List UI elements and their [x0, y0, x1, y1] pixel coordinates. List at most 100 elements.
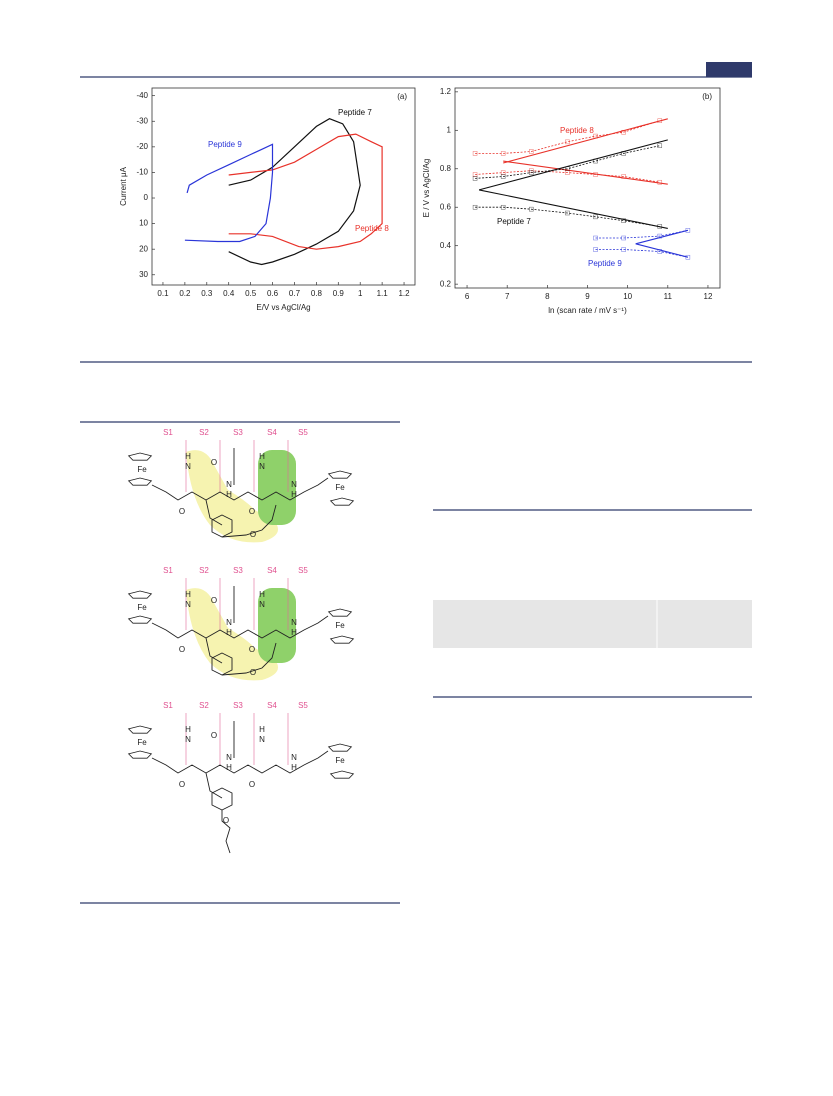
cyclopentadienyl — [127, 750, 153, 759]
data-point — [529, 149, 534, 154]
atom-label: Fe — [137, 465, 147, 474]
y-tick-label: 30 — [139, 270, 148, 279]
x-tick-label: 0.6 — [267, 289, 279, 298]
header-box — [706, 62, 752, 77]
data-point — [472, 204, 478, 210]
atom-label: N — [226, 618, 232, 627]
y-tick-label: 0.6 — [440, 202, 452, 211]
side-chain — [221, 642, 277, 676]
plot-frame — [151, 87, 416, 286]
atom-label: H — [226, 628, 232, 637]
fit-line — [478, 189, 668, 229]
series-label: Peptide 7 — [497, 217, 531, 226]
atom-label: H — [291, 763, 297, 772]
trend-line — [475, 170, 660, 183]
series-label: Peptide 9 — [588, 259, 622, 268]
trend-line — [595, 249, 688, 258]
data-point — [593, 235, 598, 241]
highlight-alkene — [258, 450, 296, 525]
x-tick-label: 12 — [704, 292, 713, 301]
data-point — [593, 247, 598, 252]
atom-label: N — [259, 462, 265, 471]
cyclopentadienyl — [327, 743, 353, 752]
data-point — [593, 214, 598, 220]
data-point — [472, 176, 478, 181]
data-point — [657, 143, 663, 148]
x-tick-label: 7 — [505, 292, 510, 301]
highlight-tyrosine — [186, 588, 279, 681]
atom-label: H — [185, 590, 191, 599]
atom-label: H — [259, 725, 265, 734]
subsite-label: S4 — [267, 428, 277, 437]
atom-label: N — [291, 480, 297, 489]
y-axis-label: E / V vs AgCl/Ag — [422, 159, 431, 218]
atom-label: H — [259, 452, 265, 461]
cyclopentadienyl — [127, 477, 153, 486]
cv-curve — [228, 118, 361, 266]
y-tick-label: -10 — [136, 168, 148, 177]
atom-label: O — [211, 596, 217, 605]
x-axis-label: ln (scan rate / mV s⁻¹) — [548, 306, 627, 315]
atom-label: H — [259, 590, 265, 599]
cyclopentadienyl — [127, 615, 153, 624]
cyclopentadienyl — [127, 452, 153, 461]
atom-label: N — [259, 600, 265, 609]
trend-line — [595, 229, 688, 239]
data-point — [529, 206, 534, 212]
data-point — [621, 218, 626, 223]
x-tick-label: 0.4 — [223, 289, 235, 298]
cyclopentadienyl — [329, 635, 355, 644]
x-tick-label: 0.5 — [245, 289, 257, 298]
cyclopentadienyl — [127, 590, 153, 599]
cv-curve — [228, 133, 383, 250]
subsite-label: S5 — [298, 701, 308, 710]
trend-line — [475, 120, 660, 154]
subsite-label: S3 — [233, 566, 243, 575]
plot-frame — [454, 87, 721, 289]
atom-label: O — [179, 507, 185, 516]
x-axis-label: E/V vs AgCl/Ag — [256, 303, 310, 312]
y-tick-label: 0.2 — [440, 279, 452, 288]
atom-label: Fe — [137, 603, 147, 612]
data-point — [472, 151, 478, 156]
aromatic-ring — [211, 787, 233, 811]
cyclopentadienyl — [329, 497, 355, 506]
atom-label: Fe — [335, 756, 345, 765]
data-point — [657, 179, 663, 185]
atom-label: H — [291, 628, 297, 637]
atom-label: N — [291, 753, 297, 762]
x-tick-label: 1 — [358, 289, 363, 298]
atom-label: Fe — [335, 621, 345, 630]
atom-label: O — [249, 780, 255, 789]
x-tick-label: 10 — [623, 292, 632, 301]
subsite-label: S2 — [199, 428, 209, 437]
cyclopentadienyl — [127, 725, 153, 734]
atom-label: H — [185, 452, 191, 461]
x-tick-label: 0.1 — [157, 289, 169, 298]
atom-label: O — [179, 645, 185, 654]
y-tick-label: -30 — [136, 116, 148, 125]
y-tick-label: -40 — [136, 91, 148, 100]
data-point — [621, 247, 626, 252]
trend-line — [475, 206, 660, 227]
atom-label: N — [185, 462, 191, 471]
x-tick-label: 0.9 — [333, 289, 345, 298]
atom-label: H — [185, 725, 191, 734]
side-chain — [221, 810, 231, 854]
atom-label: O — [250, 668, 256, 677]
subsite-label: S4 — [267, 701, 277, 710]
atom-label: Fe — [137, 738, 147, 747]
subsite-label: S1 — [163, 566, 173, 575]
atom-label: H — [291, 490, 297, 499]
panel-label: (a) — [397, 92, 407, 101]
backbone — [151, 477, 329, 501]
fit-line — [478, 139, 668, 191]
backbone — [151, 615, 329, 639]
side-chain — [221, 504, 277, 538]
subsite-label: S1 — [163, 701, 173, 710]
subsite-label: S5 — [298, 566, 308, 575]
atom-label: N — [226, 480, 232, 489]
atom-label: O — [249, 645, 255, 654]
